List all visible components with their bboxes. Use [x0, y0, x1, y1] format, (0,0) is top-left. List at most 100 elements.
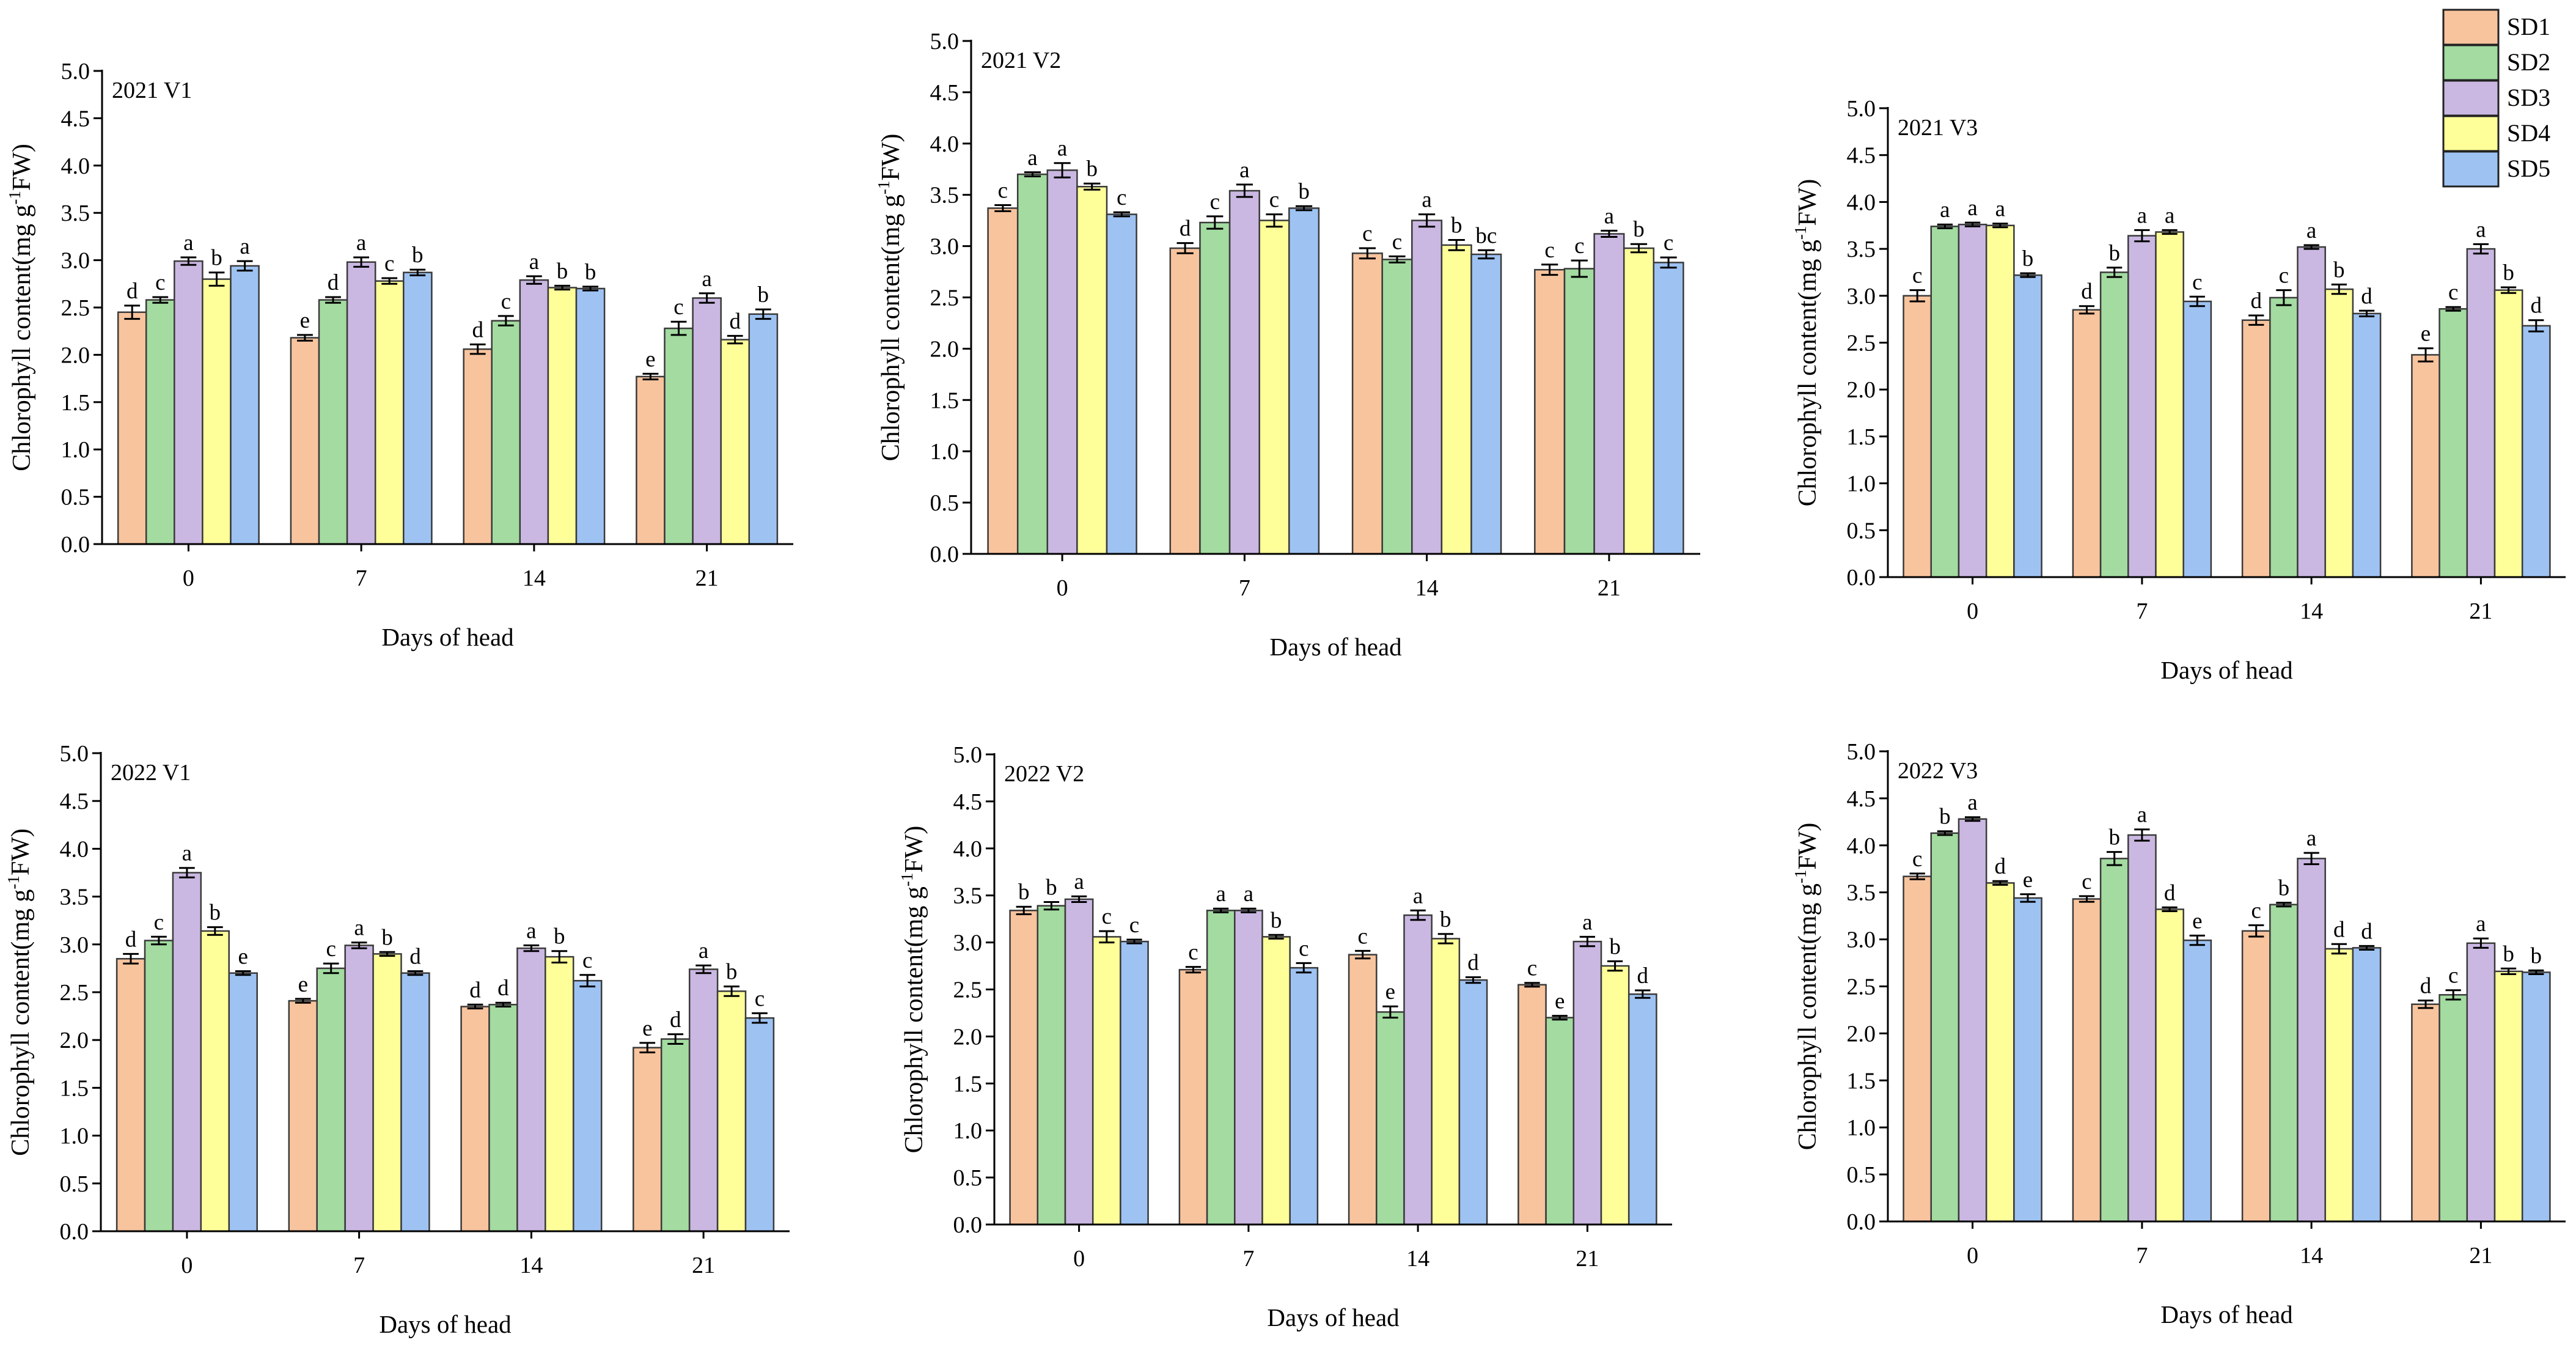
y-tick-label: 2.0	[60, 1028, 89, 1053]
y-tick-label: 1.5	[953, 1071, 983, 1097]
error-bar	[1236, 183, 1253, 198]
significance-letter: d	[2250, 289, 2262, 314]
x-tick-label: 0	[1967, 598, 1978, 624]
y-tick-label: 2.5	[953, 978, 983, 1003]
bar-sd1-day-14	[1351, 252, 1383, 555]
significance-letter: d	[2531, 293, 2542, 319]
y-tick-label: 4.5	[60, 789, 89, 814]
bar-sd2-day-0	[145, 299, 175, 545]
significance-letter: a	[1940, 197, 1950, 223]
error-bar	[1382, 1005, 1398, 1019]
bar-sd4-day-7	[2155, 908, 2184, 1223]
bar-sd3-day-14	[519, 279, 549, 545]
significance-letter: b	[726, 960, 738, 985]
x-tick-label: 7	[353, 1253, 365, 1278]
bar-sd2-day-21	[1563, 268, 1595, 555]
bar-sd5-day-0	[230, 265, 260, 545]
y-tick-label: 0.0	[60, 1219, 89, 1245]
error-bar	[1541, 263, 1558, 276]
bar-sd1-day-21	[1534, 268, 1566, 555]
y-axis-label-prefix: Chlorophyll content(mg g	[8, 205, 36, 471]
y-tick-label: 2.0	[1847, 1021, 1876, 1047]
bar-sd3-day-14	[1403, 914, 1433, 1226]
significance-letter: b	[1451, 213, 1462, 238]
significance-letter: c	[1188, 940, 1198, 965]
x-tick-label: 21	[695, 565, 719, 591]
x-tick-label: 14	[519, 1253, 543, 1278]
error-bar	[1126, 938, 1142, 945]
error-bar	[1992, 880, 2008, 886]
y-tick-label: 5.0	[930, 29, 960, 54]
error-bar	[727, 334, 743, 345]
significance-letter: a	[1057, 136, 1067, 161]
x-tick-label: 0	[181, 1253, 193, 1278]
y-tick-label: 3.0	[1847, 284, 1876, 309]
y-axis-label-superscript: -1	[875, 181, 893, 195]
y-tick-label: 1.5	[61, 390, 90, 416]
bar-sd3-day-7	[2127, 834, 2157, 1223]
significance-letter: c	[2448, 963, 2458, 989]
error-bar	[2528, 319, 2544, 333]
error-bar	[1016, 905, 1032, 915]
bar-sd3-day-0	[172, 872, 202, 1232]
significance-letter: b	[1633, 217, 1645, 242]
bar-sd2-day-0	[1930, 226, 1960, 578]
significance-letter: d	[2361, 284, 2372, 309]
error-bar	[1024, 171, 1041, 177]
error-bar	[379, 951, 395, 957]
significance-letter: c	[1117, 185, 1126, 210]
bar-sd3-day-7	[344, 945, 374, 1232]
significance-letter: d	[2081, 279, 2093, 304]
y-tick-label: 1.5	[1847, 1068, 1876, 1094]
bar-sd2-day-21	[660, 1038, 691, 1232]
bar-sd4-day-0	[1076, 186, 1108, 555]
x-tick-label: 21	[692, 1253, 715, 1278]
y-tick-label: 0.5	[1847, 518, 1876, 543]
legend-label-sd5: SD5	[2507, 155, 2550, 182]
x-axis-label: Days of head	[1269, 633, 1401, 661]
significance-letter: a	[1413, 883, 1423, 908]
significance-letter: c	[1357, 924, 1367, 949]
error-bar	[2189, 295, 2205, 308]
y-tick-label: 5.0	[60, 741, 89, 767]
bar-sd1-day-7	[1169, 247, 1201, 555]
y-tick-label: 5.0	[1847, 739, 1876, 765]
error-bar	[123, 952, 139, 965]
significance-letter: a	[2165, 203, 2174, 228]
significance-letter: b	[2022, 246, 2034, 271]
y-tick-label: 1.0	[60, 1124, 89, 1149]
error-bar	[1418, 213, 1436, 228]
error-bar	[667, 1033, 684, 1045]
y-axis-label: Chlorophyll content(mg g-1FW)	[1791, 179, 1822, 507]
error-bar	[1965, 221, 1981, 227]
y-tick-label: 4.0	[930, 131, 960, 157]
significance-letter: a	[2137, 203, 2147, 228]
x-axis-label: Days of head	[2160, 656, 2292, 684]
significance-letter: e	[645, 347, 655, 372]
significance-letter: a	[2476, 217, 2486, 242]
error-bar	[207, 926, 223, 936]
x-tick-label: 7	[356, 565, 367, 591]
y-tick-label: 1.5	[60, 1075, 89, 1101]
error-bar	[1909, 289, 1925, 303]
bar-sd1-day-21	[2411, 1003, 2440, 1223]
error-bar	[295, 998, 311, 1004]
y-tick-label: 0.5	[1847, 1162, 1876, 1188]
significance-letter: a	[182, 841, 192, 866]
error-bar	[2473, 937, 2489, 949]
y-axis-label-prefix: Chlorophyll content(mg g	[1794, 240, 1822, 506]
bar-sd5-day-0	[228, 972, 258, 1232]
error-bar	[2500, 967, 2517, 975]
significance-letter: e	[1385, 979, 1395, 1004]
y-tick-label: 1.0	[953, 1118, 983, 1144]
y-axis-label: Chlorophyll content(mg g-1FW)	[4, 828, 35, 1156]
bar-sd2-day-0	[1016, 173, 1049, 555]
error-bar	[2445, 989, 2461, 1001]
y-tick-label: 2.5	[1847, 974, 1876, 1000]
error-bar	[1296, 205, 1313, 212]
significance-letter: b	[1440, 907, 1451, 932]
